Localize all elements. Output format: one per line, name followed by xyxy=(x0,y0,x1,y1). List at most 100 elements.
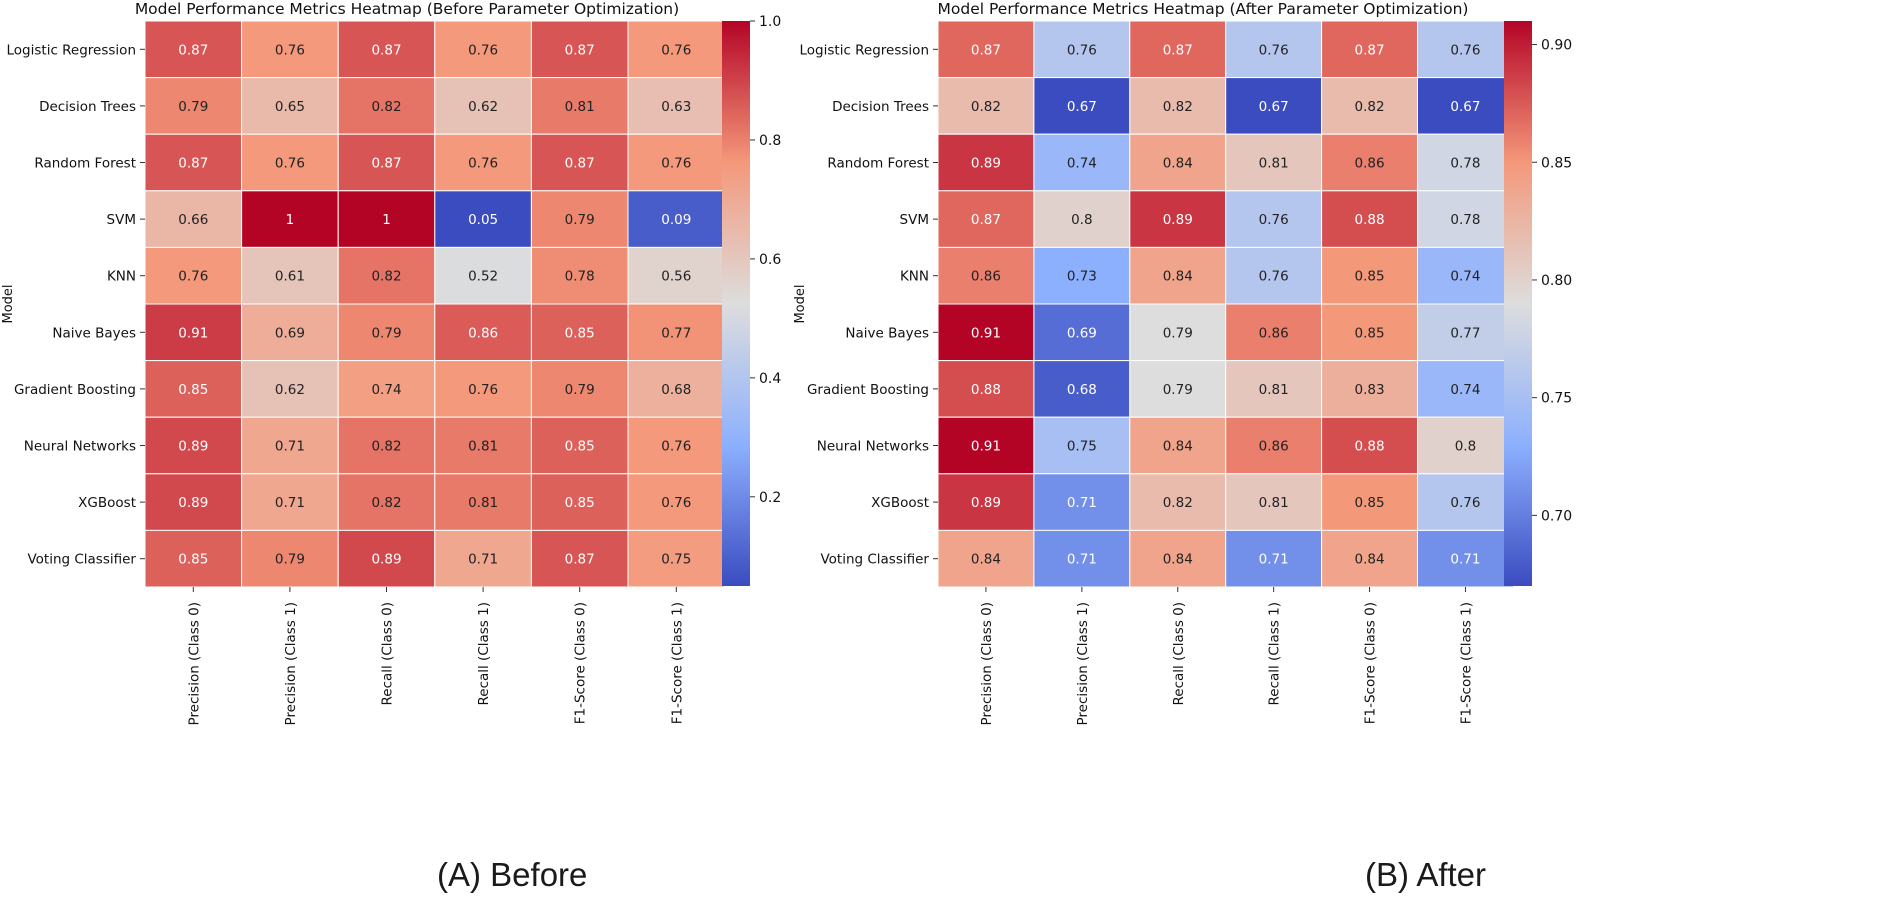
heatmap-cell xyxy=(241,133,339,192)
cell-value-label: 0.76 xyxy=(1259,42,1289,58)
cell-value-label: 0.87 xyxy=(565,552,595,568)
heatmap-cell xyxy=(1321,20,1418,79)
cell-value-label: 0.81 xyxy=(565,99,595,115)
heatmap-cell xyxy=(1225,190,1323,248)
colorbar-tick-label: 0.4 xyxy=(759,371,781,387)
heatmap-cell xyxy=(937,303,1035,362)
heatmap-cell xyxy=(337,473,436,531)
cell-value-label: 0.81 xyxy=(1259,495,1289,511)
cell-value-label: 0.63 xyxy=(661,99,691,115)
heatmap-cell xyxy=(1225,246,1323,305)
heatmap-cell xyxy=(1129,529,1227,588)
heatmap-cell xyxy=(337,246,436,305)
cell-value-label: 0.62 xyxy=(468,99,498,115)
heatmap-cell xyxy=(627,416,726,475)
cell-value-label: 0.52 xyxy=(468,269,498,285)
cell-value-label: 0.89 xyxy=(971,156,1001,172)
cell-value-label: 0.87 xyxy=(371,156,401,172)
cell-value-label: 0.76 xyxy=(1259,269,1289,285)
heatmap-cell xyxy=(1129,416,1227,475)
heatmap-cell xyxy=(434,360,532,418)
cell-value-label: 0.61 xyxy=(275,269,305,285)
cell-value-label: 0.88 xyxy=(1355,439,1385,455)
heatmap-cell xyxy=(530,190,629,248)
heatmap-cell xyxy=(434,416,532,475)
colorbar-tick-label: 0.2 xyxy=(759,490,781,506)
caption-after: (B) After xyxy=(1365,856,1487,893)
row-label: Gradient Boosting xyxy=(14,382,136,398)
heatmap-cell xyxy=(337,190,436,248)
heatmap-cell xyxy=(144,20,243,79)
cell-value-label: 0.85 xyxy=(1355,495,1385,511)
cell-value-label: 0.76 xyxy=(468,382,498,398)
heatmap-cell xyxy=(1033,133,1131,192)
heatmap-cell xyxy=(1417,77,1514,135)
heatmap-cell xyxy=(627,77,726,135)
cell-value-label: 0.82 xyxy=(1163,495,1193,511)
cell-value-label: 0.79 xyxy=(1163,325,1193,341)
heatmap-after: Model Performance Metrics Heatmap (After… xyxy=(793,0,1572,725)
cell-value-label: 0.81 xyxy=(468,495,498,511)
heatmap-cells: 0.87 0.76 0.87 0.76 0.87 0.76 0.82 0.67 0.82 0.67… xyxy=(937,20,1514,588)
cell-value-label: 0.81 xyxy=(468,439,498,455)
row-label: Voting Classifier xyxy=(820,552,929,568)
cell-value-label: 0.84 xyxy=(1355,552,1385,568)
cell-value-label: 0.84 xyxy=(1163,156,1193,172)
heatmap-cell xyxy=(1321,246,1418,305)
cell-value-label: 0.87 xyxy=(1355,42,1385,58)
cell-value-label: 0.84 xyxy=(971,552,1001,568)
cell-value-label: 0.89 xyxy=(178,439,208,455)
cell-value-label: 0.71 xyxy=(275,495,305,511)
cell-value-label: 0.76 xyxy=(1450,495,1480,511)
heatmap-cell xyxy=(434,77,532,135)
cell-value-label: 0.86 xyxy=(1259,439,1289,455)
cell-value-label: 0.82 xyxy=(971,99,1001,115)
cell-value-label: 0.87 xyxy=(971,42,1001,58)
colorbar xyxy=(1504,21,1532,586)
heatmap-cell xyxy=(337,416,436,475)
heatmap-cell xyxy=(627,133,726,192)
cell-value-label: 0.85 xyxy=(565,495,595,511)
cell-value-label: 0.67 xyxy=(1067,99,1097,115)
heatmap-cell xyxy=(144,416,243,475)
colorbar-tick-label: 0.8 xyxy=(759,133,781,149)
cell-value-label: 0.74 xyxy=(1450,382,1480,398)
cell-value-label: 0.76 xyxy=(468,42,498,58)
cell-value-label: 0.76 xyxy=(468,156,498,172)
heatmap-cell xyxy=(241,473,339,531)
cell-value-label: 0.87 xyxy=(565,156,595,172)
cell-value-label: 0.76 xyxy=(275,156,305,172)
cell-value-label: 1 xyxy=(382,212,391,228)
column-label: F1-Score (Class 0) xyxy=(573,602,589,724)
chart-title: Model Performance Metrics Heatmap (Befor… xyxy=(135,0,679,18)
cell-value-label: 0.78 xyxy=(1450,156,1480,172)
heatmap-cell xyxy=(1129,303,1227,362)
row-label: XGBoost xyxy=(78,495,136,511)
cell-value-label: 0.86 xyxy=(971,269,1001,285)
cell-value-label: 0.71 xyxy=(1067,495,1097,511)
column-label: Recall (Class 1) xyxy=(476,602,492,706)
cell-value-label: 0.75 xyxy=(661,552,691,568)
column-label: Recall (Class 1) xyxy=(1267,602,1283,706)
cell-value-label: 0.74 xyxy=(1450,269,1480,285)
heatmap-cell xyxy=(1417,416,1514,475)
heatmap-cell xyxy=(144,360,243,418)
cell-value-label: 0.87 xyxy=(371,42,401,58)
cell-value-label: 0.76 xyxy=(661,495,691,511)
cell-value-label: 0.69 xyxy=(275,325,305,341)
heatmap-cell xyxy=(627,303,726,362)
cell-value-label: 0.56 xyxy=(661,269,691,285)
heatmap-cell xyxy=(241,529,339,588)
heatmap-cell xyxy=(1417,190,1514,248)
row-label: Random Forest xyxy=(34,156,136,172)
row-label: Decision Trees xyxy=(39,99,136,115)
heatmap-cell xyxy=(144,303,243,362)
heatmap-cell xyxy=(530,473,629,531)
cell-value-label: 0.78 xyxy=(565,269,595,285)
cell-value-label: 0.75 xyxy=(1067,439,1097,455)
y-axis-label: Model xyxy=(1,284,16,323)
heatmap-cell xyxy=(937,529,1035,588)
heatmap-cell xyxy=(1033,416,1131,475)
row-label: Random Forest xyxy=(827,156,929,172)
